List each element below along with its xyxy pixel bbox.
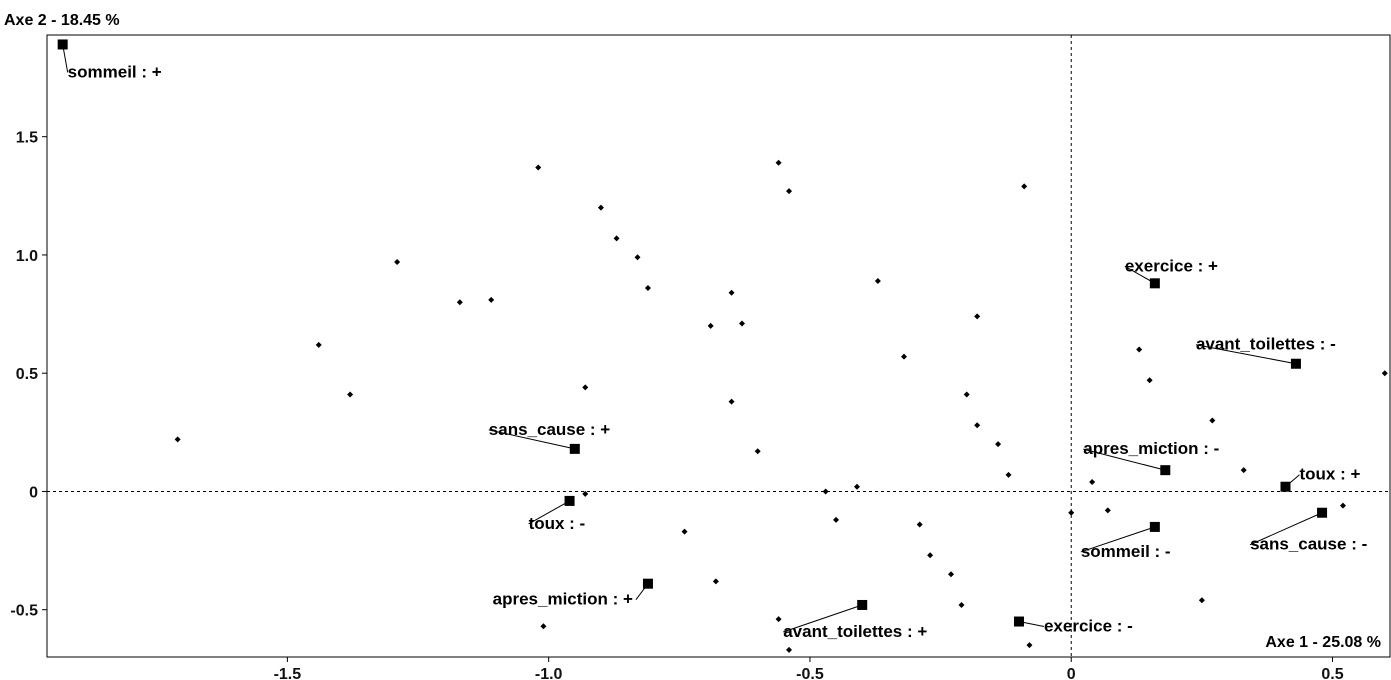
individual-point [535,164,541,170]
individual-point [739,321,745,327]
individual-point [1026,642,1032,648]
individual-point [1340,503,1346,509]
individual-point [682,529,688,535]
modality-label: toux : + [1299,465,1360,484]
individual-point [175,436,181,442]
y-tick-label: -0.5 [10,603,38,620]
individual-point [1068,510,1074,516]
individual-point [875,278,881,284]
individual-point [488,297,494,303]
individual-point [729,399,735,405]
y-axis-title: Axe 2 - 18.45 % [4,12,120,29]
y-tick-label: 1.5 [16,130,38,147]
individual-point [776,616,782,622]
modality-point [1317,508,1327,518]
individual-point [833,517,839,523]
y-tick-label: 0 [29,484,38,501]
individual-point [347,391,353,397]
modality-label: apres_miction : + [493,590,633,609]
individual-points [175,160,1388,653]
modality-point [1160,465,1170,475]
individual-point [755,448,761,454]
modality-label: sans_cause : + [489,420,611,439]
individual-point [995,441,1001,447]
modality-point [1150,278,1160,288]
individual-point [394,259,400,265]
x-axis-ticks: -1.5 -1.0 -0.5 0 0.5 [274,657,1344,680]
individual-point [958,602,964,608]
y-axis-ticks: 1.5 1.0 0.5 0 -0.5 [10,130,47,620]
individual-point [974,313,980,319]
individual-point [729,290,735,296]
individual-point [713,578,719,584]
modality-point [565,496,575,506]
modality-points: sommeil : + exercice : + avant_toilettes :… [58,39,1368,641]
individual-point [316,342,322,348]
individual-point [776,160,782,166]
individual-point [948,571,954,577]
y-tick-label: 1.0 [16,248,38,265]
x-tick-label: 0 [1067,666,1076,680]
individual-point [1105,507,1111,513]
individual-point [1241,467,1247,473]
individual-point [1209,417,1215,423]
x-tick-label: 0.5 [1321,666,1343,680]
individual-point [927,552,933,558]
individual-point [540,623,546,629]
individual-point [1382,370,1388,376]
modality-label: avant_toilettes : - [1196,335,1336,354]
x-tick-label: -1.0 [535,666,563,680]
individual-point [708,323,714,329]
individual-point [1136,347,1142,353]
modality-point [58,39,68,49]
modality-point [643,579,653,589]
plot-frame [47,35,1390,657]
individual-point [1147,377,1153,383]
modality-point [1291,359,1301,369]
modality-label: exercice : - [1044,617,1133,636]
modality-point [857,600,867,610]
individual-point [854,484,860,490]
modality-label: avant_toilettes : + [783,622,927,641]
x-tick-label: -0.5 [796,666,824,680]
modality-label: toux : - [529,514,586,533]
modality-label: exercice : + [1125,256,1218,275]
individual-point [582,384,588,390]
x-axis-title: Axe 1 - 25.08 % [1265,634,1381,651]
modality-point [1014,617,1024,627]
individual-point [917,522,923,528]
modality-point [570,444,580,454]
modality-point [1150,522,1160,532]
individual-point [457,299,463,305]
individual-point [598,205,604,211]
individual-point [964,391,970,397]
modality-label: apres_miction : - [1083,439,1219,458]
individual-point [786,647,792,653]
modality-label: sommeil : - [1081,542,1171,561]
individual-point [645,285,651,291]
individual-point [974,422,980,428]
y-tick-label: 0.5 [16,366,38,383]
individual-point [901,354,907,360]
individual-point [1006,472,1012,478]
x-tick-label: -1.5 [274,666,302,680]
modality-label: sommeil : + [68,62,162,81]
individual-point [786,188,792,194]
individual-point [635,254,641,260]
modality-point [1280,482,1290,492]
individual-point [1089,479,1095,485]
individual-point [1199,597,1205,603]
individual-point [823,488,829,494]
individual-point [1021,183,1027,189]
modality-label: sans_cause : - [1250,535,1367,554]
individual-point [614,235,620,241]
